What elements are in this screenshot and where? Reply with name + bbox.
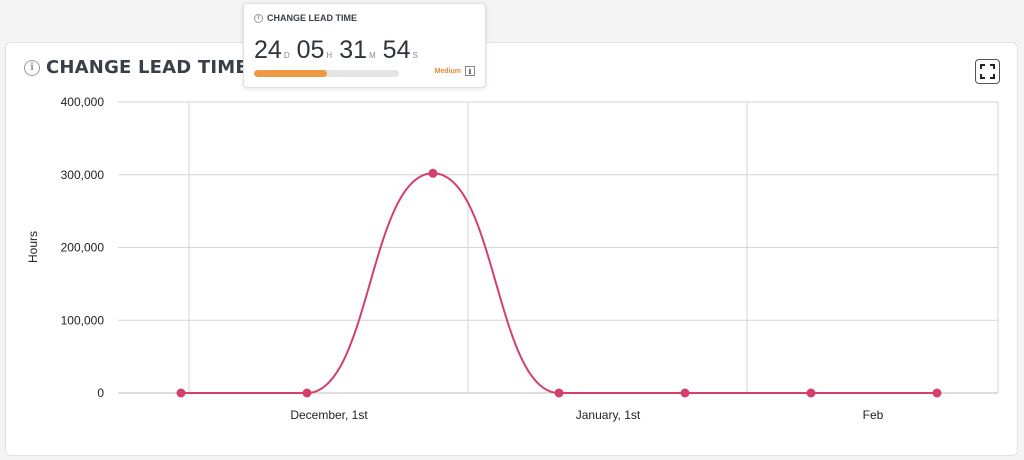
card-title: i CHANGE LEAD TIME xyxy=(24,57,248,78)
data-point xyxy=(554,388,564,398)
popup-title: i CHANGE LEAD TIME xyxy=(254,13,357,23)
data-point xyxy=(806,388,816,398)
lead-time-timer: 24 D 05 H 31 M 54 S xyxy=(254,36,425,65)
hours-unit: H xyxy=(326,51,333,60)
card-title-text: CHANGE LEAD TIME xyxy=(46,57,248,78)
seconds-value: 54 xyxy=(382,36,411,64)
progress-bar xyxy=(254,70,399,77)
seconds-unit: S xyxy=(412,51,418,60)
data-point xyxy=(302,388,312,398)
y-tick-label: 100,000 xyxy=(61,313,105,327)
info-icon[interactable]: i xyxy=(254,13,263,23)
lead-time-popup: i CHANGE LEAD TIME 24 D 05 H 31 M 54 S Mediu… xyxy=(243,3,486,88)
days-value: 24 xyxy=(254,36,282,64)
series-line xyxy=(181,172,937,395)
minutes-unit: M xyxy=(369,51,376,60)
y-tick-label: 0 xyxy=(97,386,104,400)
data-point xyxy=(680,388,690,398)
level-badge: Medium xyxy=(434,68,461,75)
hours-value: 05 xyxy=(296,36,325,64)
level-info-icon[interactable]: i xyxy=(465,66,475,76)
y-axis-label: Hours xyxy=(26,231,40,263)
x-tick-label: December, 1st xyxy=(290,408,368,422)
popup-title-text: CHANGE LEAD TIME xyxy=(267,13,357,23)
data-point xyxy=(428,168,438,178)
expand-icon xyxy=(980,64,995,79)
x-tick-label: January, 1st xyxy=(576,408,641,422)
y-tick-label: 200,000 xyxy=(61,241,105,255)
data-point xyxy=(176,388,186,398)
expand-button[interactable] xyxy=(975,59,1000,84)
y-tick-label: 300,000 xyxy=(61,168,105,182)
chart-card xyxy=(5,42,1018,456)
data-point xyxy=(932,388,942,398)
progress-fill xyxy=(254,70,327,77)
minutes-value: 31 xyxy=(339,36,367,64)
days-unit: D xyxy=(283,51,290,60)
y-tick-label: 400,000 xyxy=(61,95,105,109)
info-icon[interactable]: i xyxy=(24,59,40,76)
x-tick-label: Feb xyxy=(863,408,884,422)
